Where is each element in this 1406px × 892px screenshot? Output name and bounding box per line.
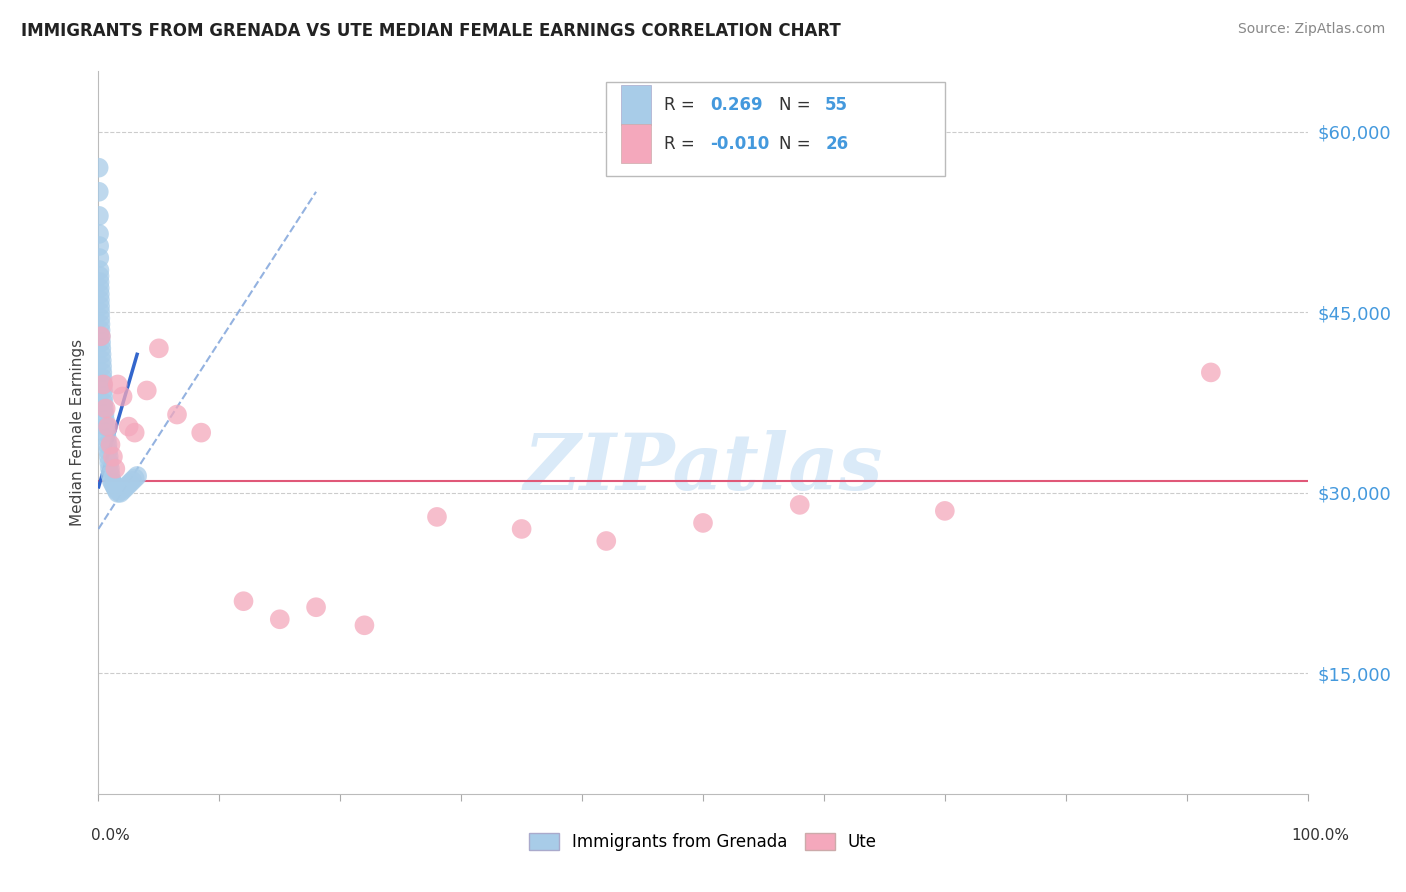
Point [89,269,111,284]
Point [118,419,141,434]
Point [269,612,291,626]
Text: 100.0%: 100.0% [1292,828,1350,843]
Point [91,384,114,398]
Point [94,419,117,434]
Point [166,408,188,422]
Point [190,425,212,440]
Text: -0.010: -0.010 [710,135,769,153]
Point [89,281,111,295]
Point [89,263,111,277]
Point [90,323,112,337]
Point [100,474,122,488]
Point [510,522,533,536]
Point [148,342,170,356]
Point [105,483,128,498]
Point [91,371,114,385]
Point [91,366,114,380]
Point [426,510,449,524]
Point [114,481,136,495]
Point [90,335,112,350]
Point [121,474,143,488]
Text: Source: ZipAtlas.com: Source: ZipAtlas.com [1237,22,1385,37]
Point [91,377,114,392]
Point [124,471,146,485]
Text: 0.269: 0.269 [710,96,763,114]
Point [108,485,131,500]
Point [232,594,254,608]
Text: ZIPatlas: ZIPatlas [523,431,883,507]
FancyBboxPatch shape [606,82,945,176]
Text: R =: R = [664,135,700,153]
Y-axis label: Median Female Earnings: Median Female Earnings [69,339,84,526]
Bar [621,124,651,163]
Point [89,239,111,253]
Point [117,478,139,492]
Point [101,450,124,464]
Text: 55: 55 [825,96,848,114]
Point [93,395,115,409]
Point [90,347,112,361]
Point [89,305,111,319]
Bar [621,86,651,125]
Legend: Immigrants from Grenada, Ute: Immigrants from Grenada, Ute [523,826,883,858]
Point [135,384,157,398]
Point [90,329,112,343]
Point [93,401,115,416]
Point [789,498,811,512]
Point [104,481,127,495]
Point [94,414,117,428]
Point [98,462,121,476]
Point [97,450,120,464]
Point [89,317,111,331]
Point [100,467,122,482]
Point [90,329,112,343]
Text: R =: R = [664,96,700,114]
Point [91,389,114,403]
Point [97,419,120,434]
Point [93,408,115,422]
Point [111,483,134,498]
Point [91,377,114,392]
Point [111,389,134,403]
Point [595,533,617,548]
Text: 26: 26 [825,135,848,153]
Point [87,161,110,175]
Point [124,425,146,440]
Point [89,293,111,307]
Point [101,476,124,491]
Point [89,299,111,313]
Text: N =: N = [779,96,815,114]
Point [934,504,956,518]
Point [97,443,120,458]
Point [89,275,111,289]
Point [104,462,127,476]
Point [89,287,111,301]
Point [305,600,328,615]
Point [87,209,110,223]
Point [1199,366,1222,380]
Point [103,478,125,492]
Text: IMMIGRANTS FROM GRENADA VS UTE MEDIAN FEMALE EARNINGS CORRELATION CHART: IMMIGRANTS FROM GRENADA VS UTE MEDIAN FE… [21,22,841,40]
Point [692,516,714,530]
Point [118,476,141,491]
Text: 0.0%: 0.0% [91,828,131,843]
Point [98,456,121,470]
Point [89,311,111,326]
Point [87,185,110,199]
Point [96,438,118,452]
Point [91,359,114,374]
Point [107,377,129,392]
Point [89,251,111,265]
Point [107,485,129,500]
Point [100,438,122,452]
Point [353,618,375,632]
Text: N =: N = [779,135,815,153]
Point [87,227,110,241]
Point [90,353,112,368]
Point [96,425,118,440]
Point [90,342,112,356]
Point [96,432,118,446]
Point [94,401,117,416]
Point [127,469,149,483]
